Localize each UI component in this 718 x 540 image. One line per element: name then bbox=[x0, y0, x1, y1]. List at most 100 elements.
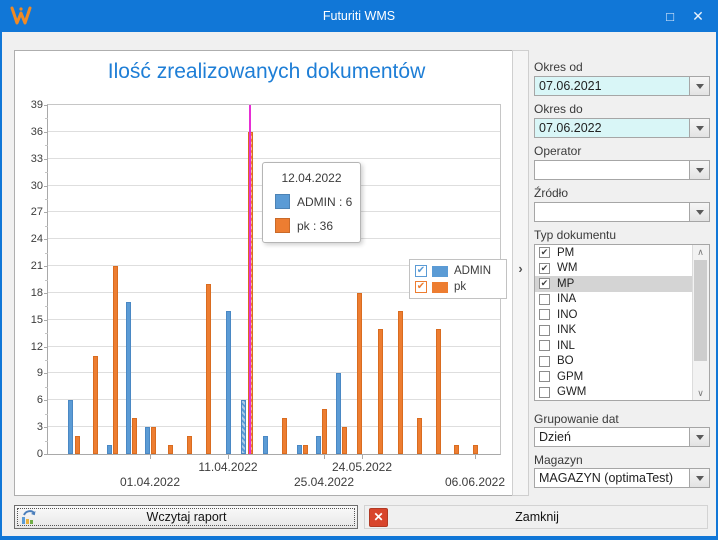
chevron-right-icon[interactable]: › bbox=[518, 261, 523, 276]
bar-pk[interactable] bbox=[322, 409, 327, 454]
splitter[interactable]: › bbox=[512, 50, 529, 496]
okres-do-value[interactable]: 07.06.2022 bbox=[535, 119, 689, 137]
y-axis-tick bbox=[44, 373, 48, 375]
checkbox-checked-icon[interactable] bbox=[539, 262, 550, 274]
bar-pk[interactable] bbox=[187, 436, 192, 454]
checkbox-unchecked-icon[interactable] bbox=[539, 309, 550, 321]
doc-type-item-inl[interactable]: INL bbox=[535, 338, 692, 354]
doc-type-item-mp[interactable]: MP bbox=[535, 276, 692, 292]
doc-type-item-bo[interactable]: BO bbox=[535, 354, 692, 370]
bar-pk[interactable] bbox=[132, 418, 137, 454]
doc-type-item-label: INL bbox=[557, 339, 575, 352]
operator-value[interactable] bbox=[535, 161, 689, 179]
bar-admin[interactable] bbox=[107, 445, 112, 454]
bar-pk[interactable] bbox=[473, 445, 478, 454]
grupowanie-dat-value[interactable]: Dzień bbox=[539, 430, 571, 444]
doc-type-item-wm[interactable]: WM bbox=[535, 261, 692, 277]
bar-pk[interactable] bbox=[303, 445, 308, 454]
bar-pk[interactable] bbox=[206, 284, 211, 454]
x-axis-tick-label: 24.05.2022 bbox=[331, 460, 393, 474]
doc-type-item-ino[interactable]: INO bbox=[535, 307, 692, 323]
doc-type-list: PM WM MP INA INO INK INL BO GPM GWM ∧ ∨ bbox=[534, 244, 710, 401]
scroll-up-icon[interactable]: ∧ bbox=[697, 246, 704, 257]
y-axis-minor-tick bbox=[45, 386, 48, 388]
bar-pk[interactable] bbox=[151, 427, 156, 454]
y-axis-minor-tick bbox=[45, 413, 48, 415]
doc-type-item-gpm[interactable]: GPM bbox=[535, 369, 692, 385]
gridline bbox=[48, 426, 500, 428]
bar-admin[interactable] bbox=[263, 436, 268, 454]
okres-od-dropdown-button[interactable] bbox=[689, 77, 709, 95]
legend-checkbox-admin[interactable]: ✔ bbox=[415, 265, 427, 277]
zrodlo-dropdown-button[interactable] bbox=[689, 203, 709, 221]
y-axis-tick bbox=[44, 185, 48, 187]
gridline bbox=[48, 372, 500, 374]
bar-pk[interactable] bbox=[378, 329, 383, 454]
chevron-down-icon bbox=[695, 209, 704, 215]
bar-pk[interactable] bbox=[75, 436, 80, 454]
y-axis-tick-label: 18 bbox=[30, 286, 43, 299]
doc-type-scrollbar[interactable]: ∧ ∨ bbox=[692, 245, 709, 400]
okres-od-combo[interactable]: 07.06.2021 bbox=[534, 76, 710, 96]
scroll-down-icon[interactable]: ∨ bbox=[697, 387, 704, 398]
okres-od-value[interactable]: 07.06.2021 bbox=[535, 77, 689, 95]
bar-admin[interactable] bbox=[297, 445, 302, 454]
checkbox-checked-icon[interactable] bbox=[539, 278, 550, 290]
bar-admin[interactable] bbox=[316, 436, 321, 454]
bar-pk[interactable] bbox=[342, 427, 347, 454]
magazyn-dropdown-button[interactable] bbox=[689, 469, 709, 487]
doc-type-rows: PM WM MP INA INO INK INL BO GPM GWM bbox=[535, 245, 692, 400]
bar-pk[interactable] bbox=[93, 356, 98, 454]
bar-pk[interactable] bbox=[454, 445, 459, 454]
bar-pk[interactable] bbox=[398, 311, 403, 454]
checkbox-unchecked-icon[interactable] bbox=[539, 371, 550, 383]
x-axis-tick bbox=[228, 454, 229, 459]
scrollbar-thumb[interactable] bbox=[694, 260, 707, 361]
magazyn-combo[interactable]: MAGAZYN (optimaTest) bbox=[534, 468, 710, 488]
zrodlo-combo[interactable] bbox=[534, 202, 710, 222]
checkbox-unchecked-icon[interactable] bbox=[539, 386, 550, 398]
bar-pk[interactable] bbox=[357, 293, 362, 454]
x-axis-tick-label: 25.04.2022 bbox=[293, 475, 355, 489]
checkbox-unchecked-icon[interactable] bbox=[539, 340, 550, 352]
okres-do-dropdown-button[interactable] bbox=[689, 119, 709, 137]
checkbox-unchecked-icon[interactable] bbox=[539, 293, 550, 305]
checkbox-unchecked-icon[interactable] bbox=[539, 324, 550, 336]
grupowanie-dat-combo[interactable]: Dzień bbox=[534, 427, 710, 447]
bar-admin[interactable] bbox=[336, 373, 341, 454]
grupowanie-dat-dropdown-button[interactable] bbox=[689, 428, 709, 446]
legend-checkbox-pk[interactable]: ✔ bbox=[415, 281, 427, 293]
y-axis-tick bbox=[44, 266, 48, 268]
doc-type-item-ink[interactable]: INK bbox=[535, 323, 692, 339]
checkbox-unchecked-icon[interactable] bbox=[539, 355, 550, 367]
doc-type-item-gwm[interactable]: GWM bbox=[535, 385, 692, 401]
bar-pk[interactable] bbox=[417, 418, 422, 454]
operator-combo[interactable] bbox=[534, 160, 710, 180]
close-button[interactable]: ✕ bbox=[684, 6, 712, 26]
doc-type-item-ina[interactable]: INA bbox=[535, 292, 692, 308]
bar-admin[interactable] bbox=[126, 302, 131, 454]
checkbox-checked-icon[interactable] bbox=[539, 247, 550, 259]
doc-type-item-pm[interactable]: PM bbox=[535, 245, 692, 261]
magazyn-value[interactable]: MAGAZYN (optimaTest) bbox=[539, 471, 674, 485]
bar-admin[interactable] bbox=[68, 400, 73, 454]
x-axis-tick-label: 01.04.2022 bbox=[119, 475, 181, 489]
gridline bbox=[48, 157, 500, 159]
maximize-button[interactable]: □ bbox=[656, 6, 684, 26]
bar-pk[interactable] bbox=[168, 445, 173, 454]
bar-pk[interactable] bbox=[282, 418, 287, 454]
bar-pk[interactable] bbox=[113, 266, 118, 454]
bar-admin[interactable] bbox=[226, 311, 231, 454]
bar-pk[interactable] bbox=[436, 329, 441, 454]
zrodlo-value[interactable] bbox=[535, 203, 689, 221]
okres-do-combo[interactable]: 07.06.2022 bbox=[534, 118, 710, 138]
bar-admin-selected[interactable] bbox=[241, 400, 246, 454]
y-axis-tick-label: 30 bbox=[30, 179, 43, 192]
window-title: Futuriti WMS bbox=[322, 9, 396, 23]
close-dialog-button[interactable]: ✕ Zamknij bbox=[364, 505, 708, 529]
plot-area[interactable]: 0 3 6 9 12 15 18 21 24 27 30 33 36 39 01.04.2022 11.04.… bbox=[31, 99, 505, 489]
bar-admin[interactable] bbox=[145, 427, 150, 454]
operator-dropdown-button[interactable] bbox=[689, 161, 709, 179]
load-report-button[interactable]: Wczytaj raport bbox=[14, 505, 358, 529]
